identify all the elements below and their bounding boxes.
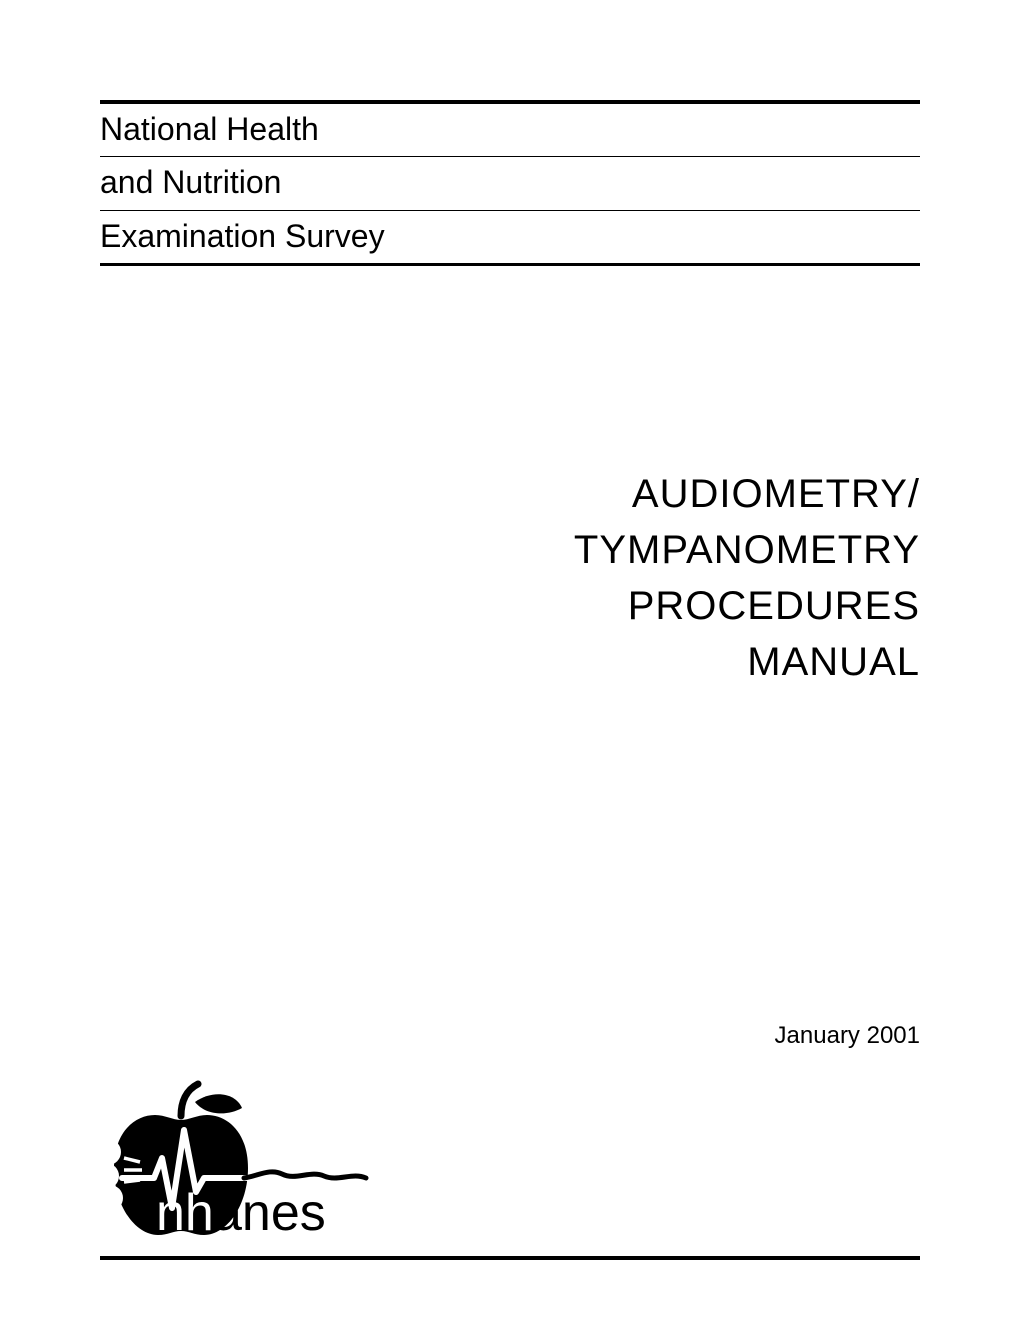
nhanes-logo-icon: nh anes: [100, 1080, 380, 1250]
svg-text:anes: anes: [213, 1184, 326, 1242]
survey-header: National Health and Nutrition Examinatio…: [100, 100, 920, 266]
title-line-4: MANUAL: [100, 634, 920, 690]
svg-text:nh: nh: [156, 1184, 214, 1242]
document-page: National Health and Nutrition Examinatio…: [100, 100, 920, 1260]
title-line-1: AUDIOMETRY/: [100, 466, 920, 522]
header-line-3: Examination Survey: [100, 211, 920, 266]
title-line-2: TYMPANOMETRY: [100, 522, 920, 578]
header-line-2: and Nutrition: [100, 157, 920, 210]
document-title: AUDIOMETRY/ TYMPANOMETRY PROCEDURES MANU…: [100, 466, 920, 690]
title-line-3: PROCEDURES: [100, 578, 920, 634]
footer-area: January 2001: [100, 1022, 920, 1260]
header-line-1: National Health: [100, 104, 920, 157]
logo-row: nh anes: [100, 1090, 920, 1260]
publication-date: January 2001: [100, 1022, 920, 1050]
